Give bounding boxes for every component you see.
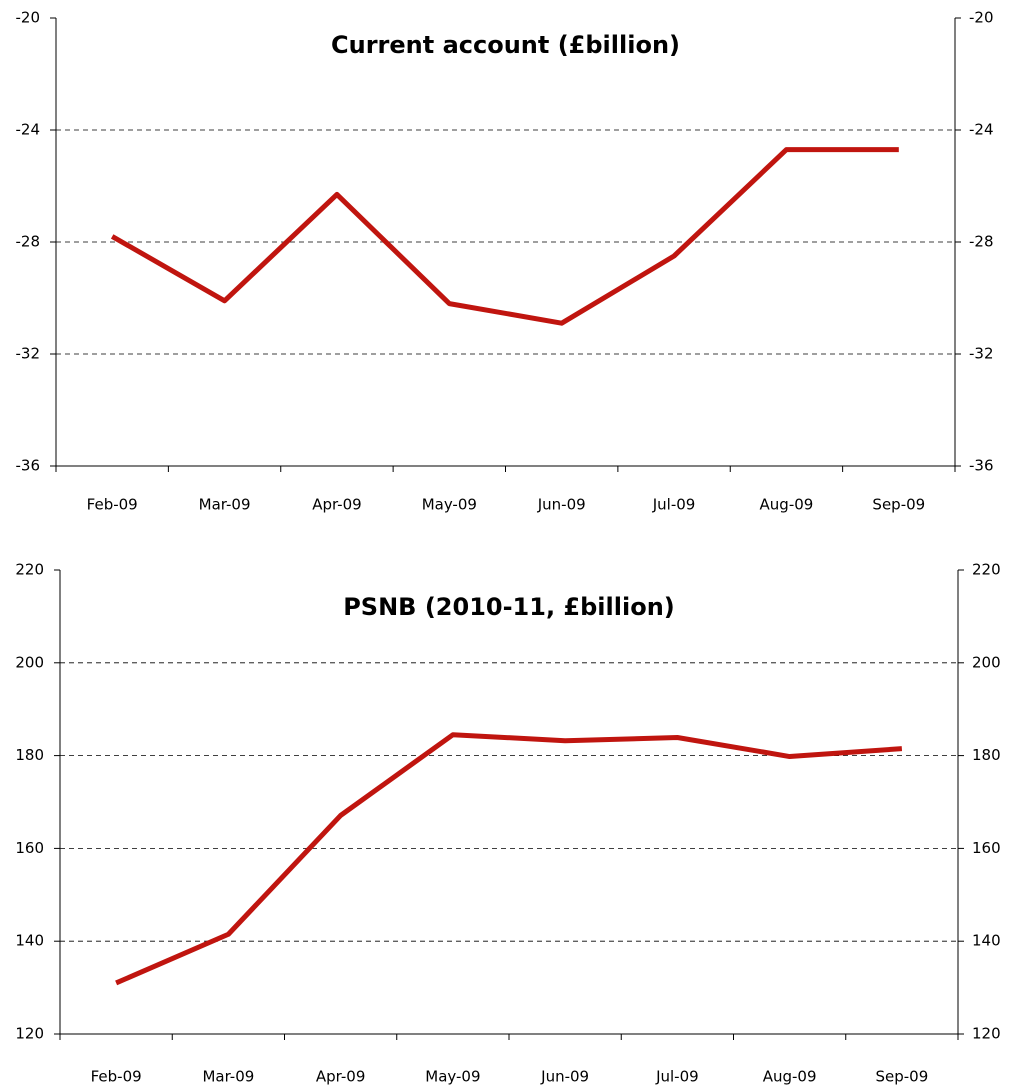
x-tick-label: Jun-09 (540, 1068, 589, 1086)
data-line (115, 732, 903, 986)
y-tick-label-right: -32 (969, 345, 994, 363)
y-tick-label: 120 (15, 1025, 44, 1043)
x-tick-label: May-09 (422, 496, 477, 514)
y-tick-label-right: 220 (972, 561, 1001, 579)
x-tick-label: Sep-09 (875, 1068, 928, 1086)
x-tick-label: Jul-09 (652, 496, 696, 514)
y-tick-label-right: 180 (972, 746, 1001, 764)
y-tick-label-right: -24 (969, 121, 994, 139)
y-tick-label: 160 (15, 839, 44, 857)
x-tick-label: May-09 (425, 1068, 480, 1086)
y-tick-label-right: -20 (969, 9, 994, 27)
chart-title: PSNB (2010-11, £billion) (343, 593, 675, 621)
x-tick-label: Sep-09 (872, 496, 925, 514)
chart-title: Current account (£billion) (331, 31, 680, 59)
y-tick-label: 140 (15, 932, 44, 950)
y-tick-label: -36 (16, 457, 41, 475)
y-tick-label: 220 (15, 561, 44, 579)
x-tick-label: Mar-09 (199, 496, 251, 514)
x-tick-label: Jul-09 (655, 1068, 699, 1086)
x-tick-label: Feb-09 (87, 496, 138, 514)
y-tick-label-right: 200 (972, 653, 1001, 671)
y-tick-label-right: 120 (972, 1025, 1001, 1043)
x-tick-label: Aug-09 (760, 496, 814, 514)
y-tick-label: -32 (16, 345, 41, 363)
y-tick-label: 180 (15, 746, 44, 764)
y-tick-label: 200 (15, 653, 44, 671)
x-tick-label: Apr-09 (316, 1068, 366, 1086)
y-tick-label-right: -28 (969, 233, 994, 251)
y-tick-label-right: -36 (969, 457, 994, 475)
x-tick-label: Mar-09 (202, 1068, 254, 1086)
x-tick-label: Feb-09 (91, 1068, 142, 1086)
y-tick-label-right: 140 (972, 932, 1001, 950)
x-tick-label: Apr-09 (312, 496, 362, 514)
x-tick-label: Aug-09 (763, 1068, 817, 1086)
y-tick-label: -24 (16, 121, 41, 139)
y-tick-label-right: 160 (972, 839, 1001, 857)
x-tick-label: Jun-09 (537, 496, 586, 514)
data-line (110, 147, 899, 326)
y-tick-label: -20 (16, 9, 41, 27)
y-tick-label: -28 (16, 233, 41, 251)
